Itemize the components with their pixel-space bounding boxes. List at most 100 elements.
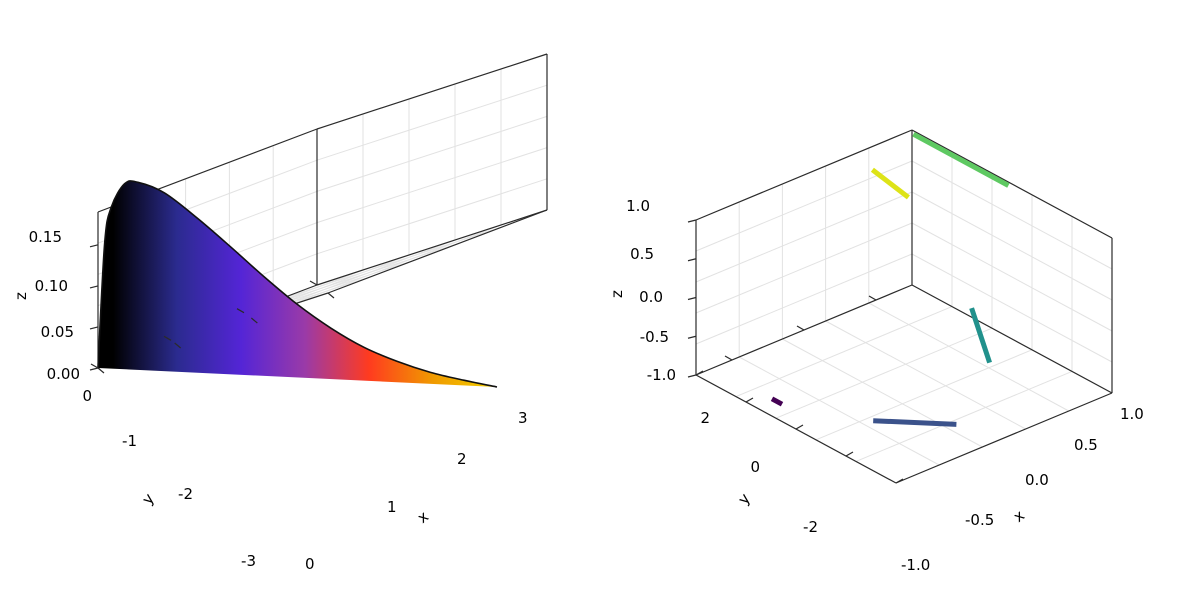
y-tickmark xyxy=(309,280,318,286)
gridline xyxy=(316,84,548,161)
line-segment xyxy=(870,167,910,200)
surface-plot-panel: 0.00 0.05 0.10 0.15 0 -1 -2 -3 0 1 2 3 z… xyxy=(12,53,548,573)
x-tick-label: 3 xyxy=(518,409,528,427)
x-tick-label: 0 xyxy=(305,555,315,573)
gridline xyxy=(695,160,913,252)
gridline xyxy=(815,349,1033,441)
z-tickmark xyxy=(89,367,99,371)
segments-plot-axis-frame xyxy=(695,129,1113,484)
x-tickmark xyxy=(97,367,105,374)
axis-frame-edge xyxy=(316,53,548,130)
x-tick-label: -0.5 xyxy=(965,511,994,529)
x-tickmark xyxy=(845,451,854,457)
y-tick-label: -2 xyxy=(178,485,193,503)
z-tickmark xyxy=(89,244,99,248)
x-tickmark xyxy=(250,317,258,324)
surface-outline-curve xyxy=(97,180,498,388)
line-segments xyxy=(770,132,1010,427)
gridline xyxy=(775,327,993,419)
z-tickmark xyxy=(89,285,99,289)
y-tick-label: -2 xyxy=(803,518,818,536)
y-tick-label: 2 xyxy=(700,409,710,427)
gridline xyxy=(735,306,953,398)
z-tick-label: 0.05 xyxy=(41,323,74,341)
y-tickmark xyxy=(163,335,172,341)
y-tick-label: 0 xyxy=(750,458,760,476)
z-axis-label: z xyxy=(608,290,626,298)
gridline xyxy=(316,178,548,255)
gridline xyxy=(911,191,1113,301)
gridline xyxy=(911,160,1113,270)
y-tickmark xyxy=(868,295,877,301)
gridline xyxy=(695,253,913,345)
gridline xyxy=(782,338,983,448)
z-tick-label: 0.15 xyxy=(29,228,62,246)
z-tickmark xyxy=(687,219,697,223)
x-tick-label: -1.0 xyxy=(901,556,930,574)
axis-frame-edge xyxy=(911,129,1113,239)
x-tickmark xyxy=(174,342,182,349)
x-axis-label: x xyxy=(1010,506,1028,526)
z-tick-label: 1.0 xyxy=(626,197,650,215)
z-tick-label: 0.10 xyxy=(35,277,68,295)
line-segment xyxy=(873,418,957,427)
x-tickmark xyxy=(695,370,704,376)
z-tick-label: -0.5 xyxy=(640,328,669,346)
x-tickmark xyxy=(895,478,904,484)
y-tick-label: -1 xyxy=(122,432,137,450)
segments-plot-gridlines xyxy=(695,148,1113,466)
surface-plot-axis-frame xyxy=(97,53,548,369)
z-tickmark xyxy=(687,296,697,301)
axis-frame-edge xyxy=(911,284,1113,394)
line-segment xyxy=(969,307,992,364)
surface-plot-tickmarks xyxy=(89,244,335,374)
line-segment xyxy=(770,396,784,407)
z-tickmark xyxy=(687,335,697,339)
line-segments-plot-panel: 1.0 0.5 0.0 -0.5 -1.0 2 0 -2 -1.0 -0.5 0… xyxy=(608,129,1144,574)
z-tickmark xyxy=(687,374,697,378)
line-segment xyxy=(912,132,1010,188)
y-tickmark xyxy=(90,363,99,369)
x-tick-label: 1 xyxy=(387,498,397,516)
axis-frame-edge xyxy=(695,129,913,221)
gridline xyxy=(316,147,548,224)
y-tick-label: -3 xyxy=(241,552,256,570)
gridline xyxy=(738,356,940,466)
segments-plot-tickmarks xyxy=(687,219,904,484)
y-axis-label: y xyxy=(734,490,754,508)
gridline xyxy=(911,253,1113,363)
x-tick-label: 2 xyxy=(457,450,467,468)
z-tick-label: 0.00 xyxy=(47,365,80,383)
x-tickmark xyxy=(795,424,804,430)
x-tickmark xyxy=(327,292,335,299)
gridline xyxy=(855,370,1073,462)
z-tickmark xyxy=(687,258,697,262)
gridline xyxy=(281,224,502,309)
axis-frame-edge xyxy=(895,392,1113,484)
y-axis-label: y xyxy=(138,490,158,508)
x-tickmark xyxy=(745,397,754,403)
y-tickmark xyxy=(724,355,733,361)
surface-fill xyxy=(98,180,497,387)
x-tick-label: 0.0 xyxy=(1025,471,1049,489)
gridline xyxy=(695,222,913,314)
z-tick-label: -1.0 xyxy=(647,366,676,384)
y-tickmark xyxy=(796,325,805,331)
y-tickmark xyxy=(236,308,245,314)
gridline xyxy=(316,115,548,192)
gridline xyxy=(695,191,913,283)
x-axis-label: x xyxy=(414,507,432,527)
gridline xyxy=(273,226,504,303)
axis-frame-edge xyxy=(327,209,548,294)
z-tick-label: 0.0 xyxy=(639,288,663,306)
gridline xyxy=(911,222,1113,332)
gridline xyxy=(825,320,1026,430)
x-tick-label: 0.5 xyxy=(1074,436,1098,454)
axis-frame-edge xyxy=(316,209,548,286)
z-tickmark xyxy=(89,326,99,330)
x-tick-label: 1.0 xyxy=(1120,405,1144,423)
y-tick-label: 0 xyxy=(82,387,92,405)
z-axis-label: z xyxy=(12,292,30,300)
gridline xyxy=(868,302,1070,412)
